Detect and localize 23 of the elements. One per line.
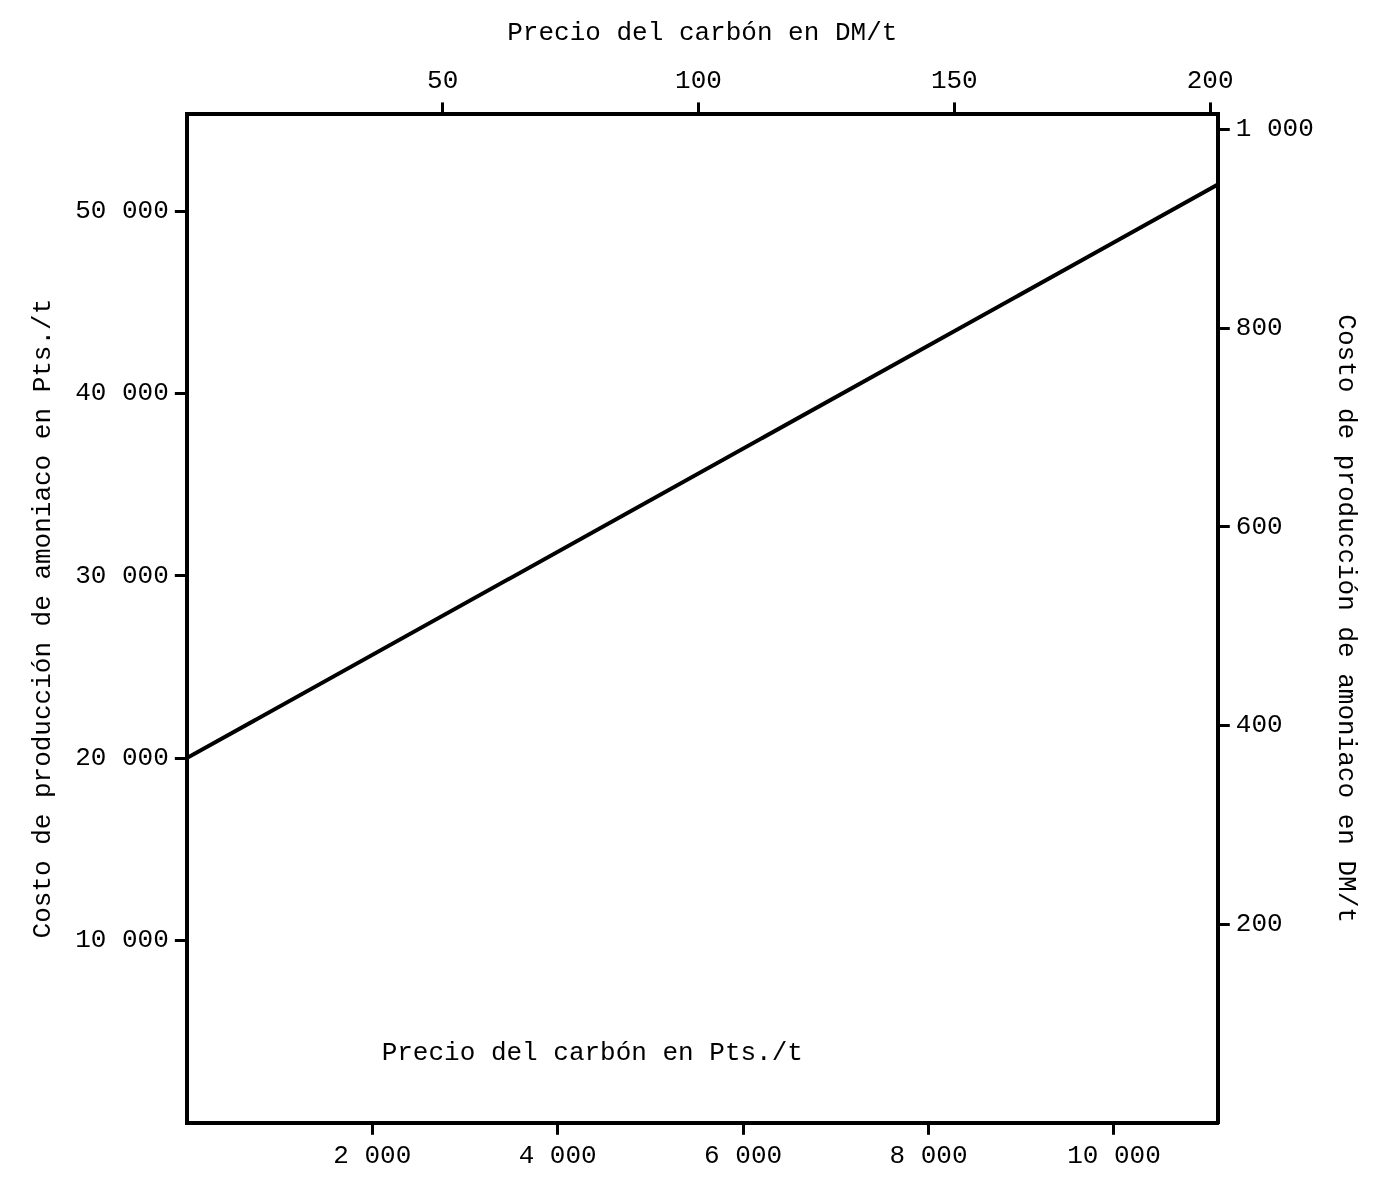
x-tick-label: 8 000: [889, 1141, 968, 1172]
y-tick-label: 50 000: [75, 195, 169, 226]
y2-axis-title: Costo de producción de amoniaco en DM/t: [1330, 314, 1361, 923]
y-tick-label: 30 000: [75, 560, 169, 591]
y2-tick-label: 600: [1235, 511, 1283, 542]
y2-tick-label: 1 000: [1235, 114, 1314, 145]
x2-axis-title: Precio del carbón en DM/t: [507, 18, 898, 49]
y-tick-label: 40 000: [75, 378, 169, 409]
x2-tick-label: 150: [930, 65, 978, 96]
y-axis-title: Costo de producción de amoniaco en Pts./t: [28, 298, 59, 939]
y2-tick-label: 400: [1235, 710, 1283, 741]
x-tick-label: 2 000: [333, 1141, 412, 1172]
x-tick-label: 10 000: [1067, 1141, 1161, 1172]
x-tick-label: 6 000: [704, 1141, 783, 1172]
y-tick-label: 10 000: [75, 925, 169, 956]
x-tick-label: 4 000: [518, 1141, 597, 1172]
y2-tick-label: 800: [1235, 312, 1283, 343]
x2-tick-label: 50: [427, 65, 459, 96]
y2-tick-label: 200: [1235, 908, 1283, 939]
y-tick-label: 20 000: [75, 742, 169, 773]
x2-tick-label: 200: [1186, 65, 1234, 96]
x-axis-title: Precio del carbón en Pts./t: [381, 1037, 803, 1068]
x2-tick-label: 100: [675, 65, 722, 96]
